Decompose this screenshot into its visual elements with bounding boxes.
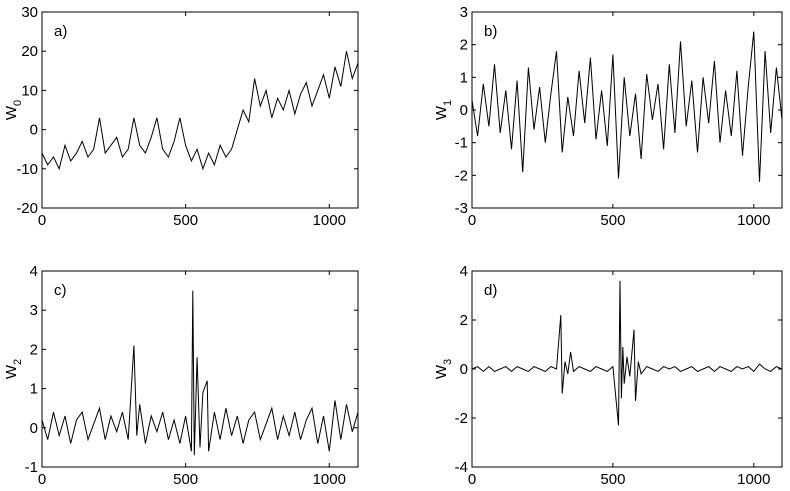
series-line	[471, 31, 783, 182]
y-axis-label-subscript: 0	[12, 100, 24, 106]
panel-label: d)	[484, 282, 497, 299]
y-tick-label: -2	[455, 410, 468, 427]
y-tick-label: -3	[455, 200, 468, 217]
panel-d: 0 500 1000 -4 -2 0 2 4 W3 d)	[433, 263, 783, 488]
y-tick-label: 4	[460, 263, 468, 280]
plot-frame	[41, 270, 359, 468]
x-tick-label: 0	[468, 212, 476, 229]
y-tick-label: 4	[30, 263, 38, 280]
x-tick-label: 1000	[737, 212, 770, 229]
y-axis-label: W1	[433, 100, 454, 120]
y-tick-label: 3	[460, 4, 468, 21]
y-tick-label: -20	[16, 200, 38, 217]
y-tick-label: -4	[455, 459, 468, 476]
y-tick-label: 3	[30, 302, 38, 319]
x-tick-label: 0	[38, 471, 46, 488]
y-tick-label: -1	[455, 135, 468, 152]
y-tick-label: 0	[460, 102, 468, 119]
panel-label: c)	[54, 282, 67, 299]
y-tick-label: -2	[455, 167, 468, 184]
series-line	[41, 290, 359, 456]
series-line	[41, 51, 359, 171]
y-tick-label: -10	[16, 161, 38, 178]
y-tick-label: -1	[25, 459, 38, 476]
y-tick-label: 2	[460, 312, 468, 329]
x-tick-label: 0	[468, 471, 476, 488]
y-tick-label: 2	[460, 37, 468, 54]
y-axis-label: W2	[3, 359, 24, 379]
x-tick-label: 1000	[313, 212, 346, 229]
y-axis-label-base: W	[433, 105, 450, 120]
y-axis-label-base: W	[433, 364, 450, 379]
x-tick-label: 500	[173, 212, 198, 229]
y-axis-label: W0	[3, 100, 24, 120]
y-axis-label-subscript: 2	[12, 359, 24, 365]
y-tick-label: 0	[30, 122, 38, 139]
y-tick-label: 10	[21, 82, 38, 99]
y-tick-label: 1	[460, 69, 468, 86]
plot-frame	[41, 11, 359, 209]
x-tick-label: 0	[38, 212, 46, 229]
x-tick-label: 500	[600, 212, 625, 229]
series-line	[471, 280, 783, 426]
y-axis-label-base: W	[3, 364, 20, 379]
x-tick-label: 500	[173, 471, 198, 488]
plot-frame	[471, 270, 783, 468]
y-tick-label: 2	[30, 341, 38, 358]
y-tick-label: 20	[21, 43, 38, 60]
y-axis-label-base: W	[3, 105, 20, 120]
y-tick-label: 0	[460, 361, 468, 378]
x-tick-label: 1000	[737, 471, 770, 488]
x-tick-label: 1000	[313, 471, 346, 488]
y-tick-label: 30	[21, 4, 38, 21]
x-tick-label: 500	[600, 471, 625, 488]
panel-label: b)	[484, 23, 497, 40]
y-tick-label: 0	[30, 420, 38, 437]
y-axis-label-subscript: 3	[442, 359, 454, 365]
y-axis-label-subscript: 1	[442, 100, 454, 106]
y-axis-label: W3	[433, 359, 454, 379]
y-tick-label: 1	[30, 381, 38, 398]
panel-label: a)	[54, 23, 67, 40]
